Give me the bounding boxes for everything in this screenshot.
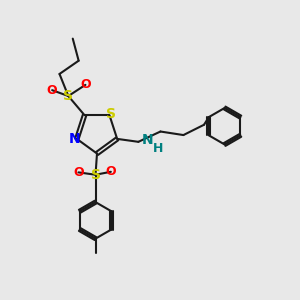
Text: O: O <box>73 166 84 179</box>
Text: H: H <box>153 142 164 155</box>
Text: O: O <box>47 84 58 97</box>
Text: O: O <box>106 165 116 178</box>
Text: O: O <box>80 78 91 92</box>
Text: N: N <box>69 132 80 146</box>
Text: S: S <box>91 168 100 182</box>
Text: S: S <box>106 107 116 121</box>
Text: N: N <box>142 134 154 147</box>
Text: S: S <box>63 89 73 103</box>
